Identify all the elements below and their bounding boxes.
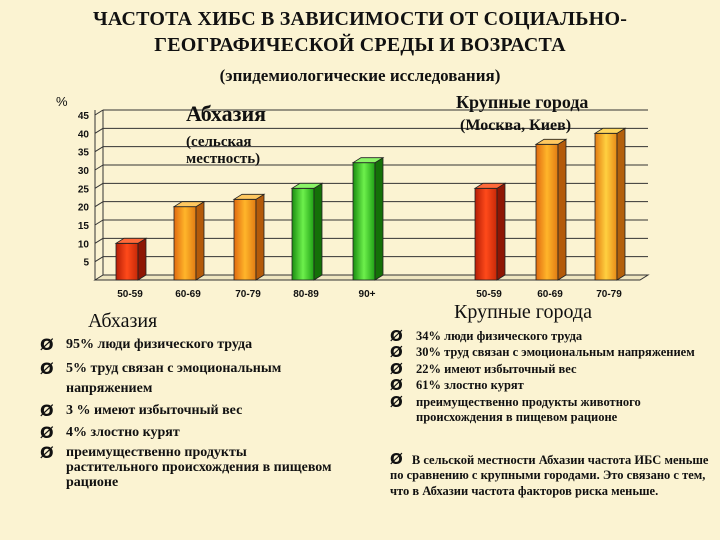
bar-side: [496, 182, 506, 281]
bar-side: [616, 127, 626, 281]
arrow-bullet-icon: Ø: [40, 423, 54, 442]
y-axis-label: %: [56, 94, 68, 109]
conclusion-text: Ø В сельской местности Абхазии частота И…: [390, 450, 709, 498]
y-tick-label: 30: [78, 166, 90, 177]
title-line-2: ГЕОГРАФИЧЕСКОЙ СРЕДЫ И ВОЗРАСТА: [154, 34, 566, 56]
bar-top: [473, 182, 507, 189]
title-line-1: ЧАСТОТА ХИБС В ЗАВИСИМОСТИ ОТ СОЦИАЛЬНО-: [92, 8, 628, 30]
grid-depth-line: [94, 109, 104, 116]
bar-top: [593, 127, 627, 134]
bar-90+-g0: [352, 162, 376, 281]
arrow-bullet-icon: Ø: [390, 327, 403, 345]
arrow-bullet-icon: Ø: [40, 401, 54, 420]
page-title: ЧАСТОТА ХИБС В ЗАВИСИМОСТИ ОТ СОЦИАЛЬНО-…: [0, 6, 720, 58]
x-tick-label: 70-79: [235, 289, 261, 300]
right-heading: Крупные города: [454, 301, 592, 323]
bar-top: [351, 157, 385, 164]
bar-side: [557, 138, 567, 281]
arrow-bullet-icon: Ø: [390, 450, 403, 468]
bar-70-79-g0: [233, 198, 257, 281]
group-label-cities: Крупные города: [456, 92, 589, 112]
bar-top: [172, 201, 206, 208]
y-tick-label: 35: [78, 148, 90, 159]
grid-depth-line: [94, 127, 104, 134]
list-item: Ø 34% люди физического труда: [390, 327, 583, 345]
bar-60-69-g0: [173, 206, 197, 281]
arrow-bullet-icon: Ø: [40, 359, 54, 378]
grid-depth-line: [94, 201, 104, 208]
bar-50-59-g1: [474, 187, 498, 281]
x-tick-label: 80-89: [293, 289, 319, 300]
list-item: Ø 4% злостно курят: [40, 423, 180, 442]
sublabel-text: (сельская местность): [186, 134, 261, 167]
bar-side: [313, 182, 323, 281]
grid-depth-line: [94, 182, 104, 189]
list-item: Ø 22% имеют избыточный вес: [390, 359, 577, 378]
bar-side: [137, 237, 147, 281]
list-item: Ø 30% труд связан с эмоциональным напряже…: [390, 343, 695, 362]
left-bullet-list: Ø 95% люди физического труда Ø 5% труд свя…: [40, 335, 360, 490]
x-tick-label: 60-69: [537, 289, 563, 300]
x-tick-label: 50-59: [117, 289, 143, 300]
bar-50-59-g0: [115, 242, 139, 281]
bar-top: [114, 237, 148, 244]
y-tick-label: 15: [78, 221, 90, 232]
grid-depth-line: [94, 219, 104, 226]
bar-side: [195, 200, 205, 281]
arrow-bullet-icon: Ø: [390, 343, 403, 362]
y-tick-label: 40: [78, 129, 90, 140]
bar-60-69-g1: [535, 143, 559, 281]
bar-top: [232, 193, 266, 200]
x-tick-label: 70-79: [596, 289, 622, 300]
list-item: Ø 61% злостно курят: [390, 376, 524, 395]
x-tick-label: 60-69: [175, 289, 201, 300]
y-tick-label: 45: [78, 111, 90, 122]
y-tick-label: 5: [83, 258, 89, 269]
x-tick-label: 50-59: [476, 289, 502, 300]
y-tick-label: 25: [78, 184, 90, 195]
bar-top: [534, 138, 568, 145]
left-heading: Абхазия: [88, 310, 158, 332]
grid-depth-line: [94, 146, 104, 153]
page-subtitle: (эпидемиологические исследования): [219, 66, 501, 85]
bar-70-79-g1: [594, 132, 618, 281]
bar-side: [255, 193, 265, 281]
grid-depth-line: [94, 256, 104, 263]
y-tick-label: 20: [78, 203, 90, 214]
bar-chart: 5 10 15 20 25 30 35 40 45% 50-59 60-69 70-79 80-89 90…: [56, 94, 650, 300]
arrow-bullet-icon: Ø: [390, 392, 403, 411]
group-sublabel-cities: (Москва, Киев): [460, 117, 572, 134]
bar-80-89-g0: [291, 187, 315, 281]
arrow-bullet-icon: Ø: [40, 443, 54, 462]
y-tick-label: 10: [78, 239, 90, 250]
grid-depth-line: [94, 237, 104, 244]
grid-depth-line: [94, 164, 104, 171]
arrow-bullet-icon: Ø: [390, 359, 403, 378]
list-item: Ø 95% люди физического труда: [40, 335, 253, 354]
group-label-abkhazia: Абхазия: [186, 101, 267, 126]
bar-top: [290, 182, 324, 189]
bar-side: [374, 156, 384, 281]
arrow-bullet-icon: Ø: [390, 376, 403, 395]
right-bullet-list: Ø 34% люди физического труда Ø 30% труд св…: [390, 327, 710, 426]
list-item: Ø 5% труд связан с эмоциональным напряжен…: [40, 359, 282, 396]
group-sublabel-abkhazia: (сельская местность): [186, 134, 316, 168]
x-tick-label: 90+: [359, 289, 376, 300]
arrow-bullet-icon: Ø: [40, 335, 54, 354]
